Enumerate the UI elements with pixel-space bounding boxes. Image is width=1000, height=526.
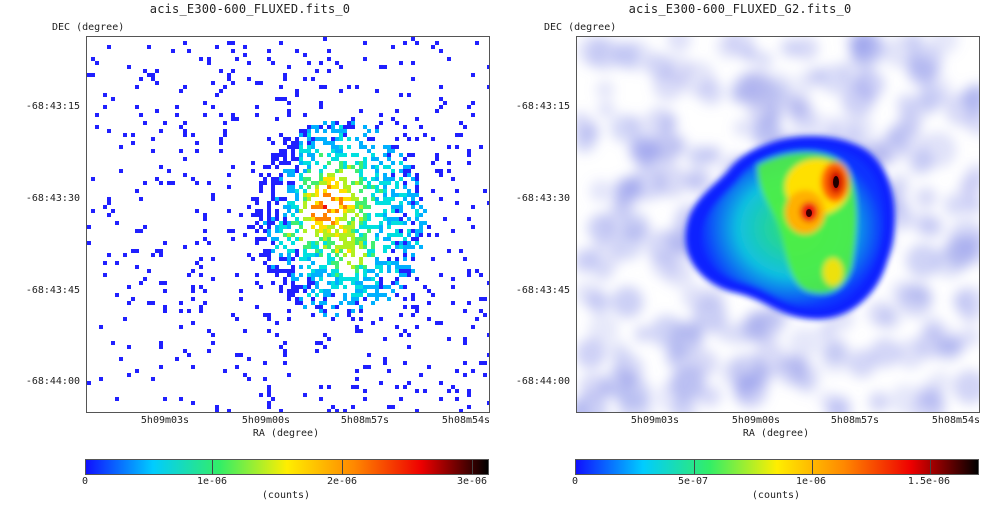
ra-tick: 5h09m00s: [241, 415, 291, 426]
dec-axis-label: DEC (degree): [544, 22, 617, 33]
dec-tick: -68:43:30: [515, 193, 570, 204]
colorbar: [575, 459, 979, 475]
dec-tick: -68:43:45: [515, 285, 570, 296]
colorbar-label: (counts): [751, 490, 801, 501]
ra-tick: 5h08m54s: [931, 415, 981, 426]
colorbar-tick: 0: [571, 476, 579, 487]
ra-axis-label: RA (degree): [252, 428, 320, 439]
dec-tick: -68:43:45: [25, 285, 80, 296]
colorbar-tick: 1.5e-06: [907, 476, 951, 487]
ra-tick: 5h08m57s: [830, 415, 880, 426]
colorbar-tick: 1e-06: [196, 476, 228, 487]
dec-tick: -68:43:30: [25, 193, 80, 204]
ra-tick: 5h09m03s: [630, 415, 680, 426]
colorbar-label: (counts): [261, 490, 311, 501]
colorbar-tick: 5e-07: [677, 476, 709, 487]
sky-image-smoothed[interactable]: [576, 36, 980, 413]
sky-image-raw[interactable]: [86, 36, 490, 413]
dec-tick: -68:43:15: [515, 101, 570, 112]
dec-axis-label: DEC (degree): [52, 22, 125, 33]
ra-axis-label: RA (degree): [742, 428, 810, 439]
ra-tick: 5h09m00s: [731, 415, 781, 426]
dec-tick: -68:44:00: [515, 376, 570, 387]
dec-tick: -68:44:00: [25, 376, 80, 387]
panel-title: acis_E300-600_FLUXED_G2.fits_0: [628, 2, 852, 16]
right-panel: acis_E300-600_FLUXED_G2.fits_0 DEC (degr…: [490, 0, 990, 526]
colorbar-tick: 2e-06: [326, 476, 358, 487]
colorbar-tick: 0: [81, 476, 89, 487]
panel-title: acis_E300-600_FLUXED.fits_0: [149, 2, 351, 16]
colorbar: [85, 459, 489, 475]
colorbar-tick: 3e-06: [456, 476, 488, 487]
left-panel: acis_E300-600_FLUXED.fits_0 DEC (degree)…: [25, 2, 490, 501]
ra-tick: 5h09m03s: [140, 415, 190, 426]
dec-tick: -68:43:15: [25, 101, 80, 112]
colorbar-tick: 1e-06: [795, 476, 827, 487]
ra-tick: 5h08m57s: [340, 415, 390, 426]
ra-tick: 5h08m54s: [441, 415, 491, 426]
